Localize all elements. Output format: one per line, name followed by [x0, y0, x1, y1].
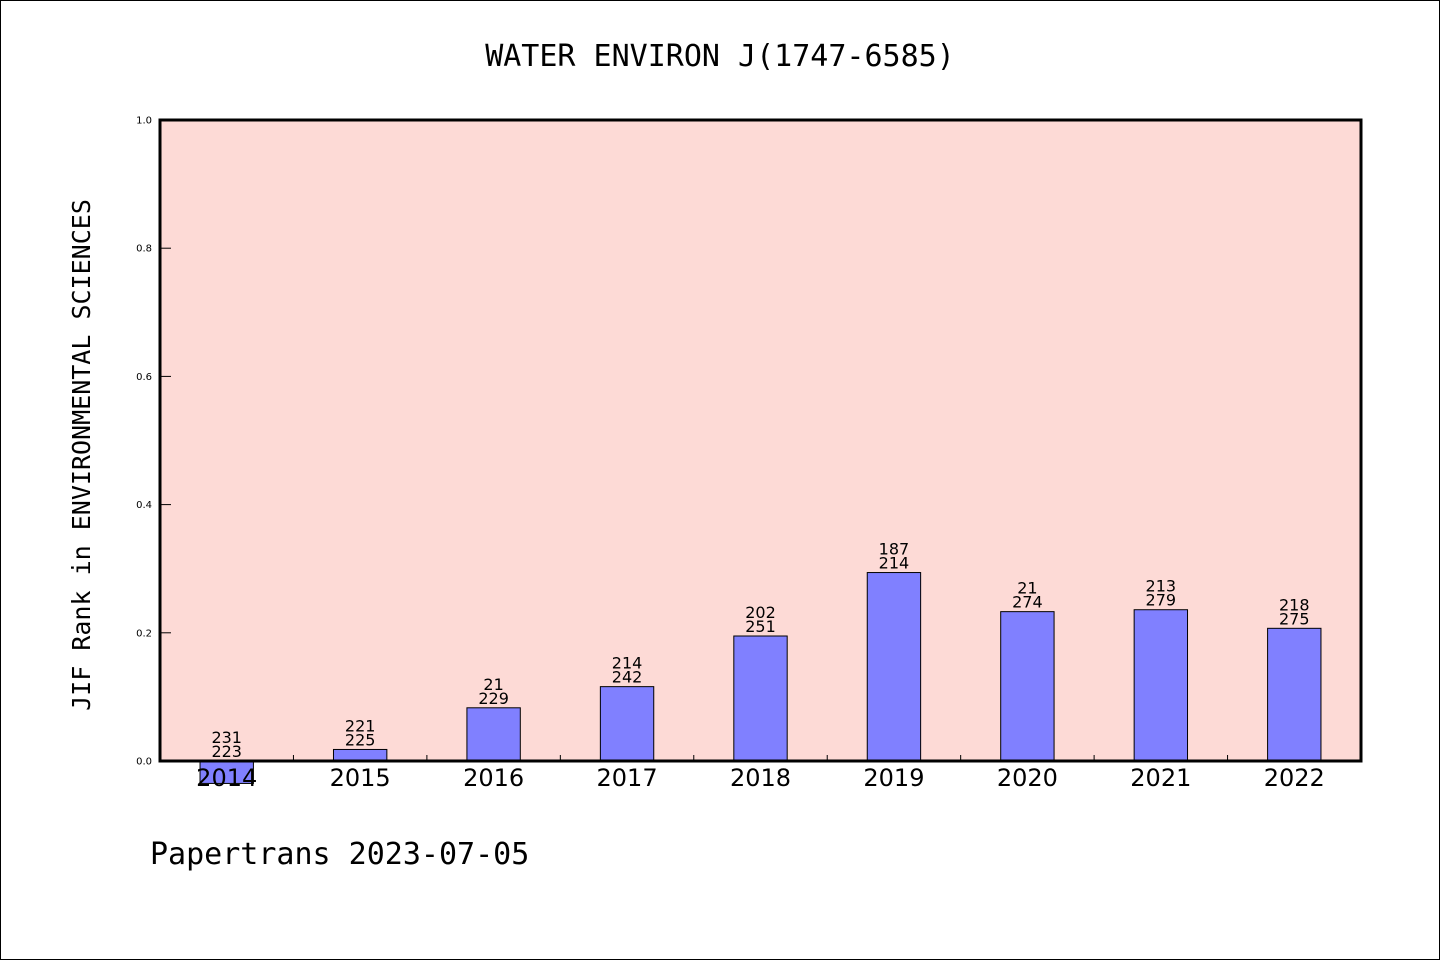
x-tick-label: 2018: [730, 764, 791, 792]
bar-2019: [866, 572, 922, 762]
footer-credit: Papertrans 2023-07-05: [150, 837, 529, 872]
data-label-bottom: 214: [879, 554, 910, 573]
data-label-bottom: 242: [612, 668, 643, 687]
y-tick-label: 0.0: [136, 757, 152, 768]
bar-2015: [332, 748, 388, 762]
data-label-top: 202: [745, 603, 776, 622]
data-label-bottom: 229: [478, 689, 509, 708]
data-label-bottom: 275: [1279, 609, 1310, 628]
data-label-top: 221: [345, 716, 376, 735]
data-label-top: 21: [483, 675, 503, 694]
data-label-top: 231: [211, 728, 242, 747]
data-label-top: 21: [1017, 579, 1037, 598]
x-tick-label: 2016: [463, 764, 524, 792]
data-label-bottom: 274: [1012, 593, 1043, 612]
x-tick-label: 2021: [1130, 764, 1191, 792]
y-axis: 0.0 0.2 0.4 0.6 0.8 1.0: [136, 116, 171, 768]
x-tick-label: 2022: [1264, 764, 1325, 792]
bar-2022: [1267, 627, 1322, 762]
data-label-bottom: 251: [745, 617, 776, 636]
bar-2017: [599, 686, 655, 762]
data-label-bottom: 279: [1146, 591, 1177, 610]
x-tick-label: 2020: [997, 764, 1058, 792]
data-label-bottom: 223: [211, 742, 242, 761]
data-label-bottom: 225: [345, 730, 376, 749]
y-tick-label: 0.4: [136, 500, 152, 511]
x-tick-label: 2014: [196, 764, 257, 792]
y-tick-label: 0.8: [136, 244, 152, 255]
x-axis: 2014 2015 2016 2017 2018 2019 2020 2021 2022: [196, 755, 1325, 792]
y-tick-label: 0.6: [136, 372, 152, 383]
chart-title: WATER ENVIRON J(1747-6585): [485, 39, 955, 74]
bars-group: 2312232212252122921424220225118721421274…: [199, 540, 1322, 784]
y-tick-label: 0.2: [136, 628, 152, 639]
x-tick-label: 2017: [597, 764, 658, 792]
x-tick-label: 2019: [863, 764, 924, 792]
plot-border: [158, 118, 1363, 763]
bar-2021: [1133, 609, 1189, 762]
bar-2016: [466, 707, 521, 762]
data-label-top: 213: [1146, 577, 1177, 596]
data-label-top: 214: [612, 654, 643, 673]
bar-2018: [733, 635, 788, 762]
data-label-top: 218: [1279, 595, 1310, 614]
y-tick-label: 1.0: [136, 116, 152, 127]
data-label-top: 187: [879, 540, 910, 559]
bar-2020: [1000, 611, 1055, 762]
y-axis-label: JIF Rank in ENVIRONMENTAL SCIENCES: [67, 199, 96, 711]
x-tick-label: 2015: [330, 764, 391, 792]
